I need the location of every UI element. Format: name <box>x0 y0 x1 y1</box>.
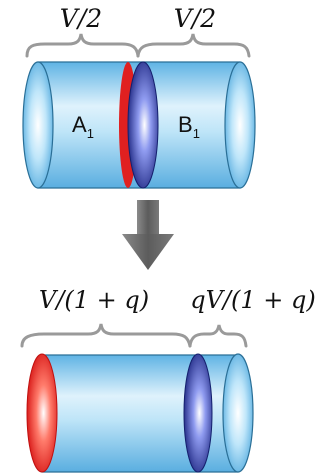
bottom-blue-piston <box>183 353 213 473</box>
bottom-left-volume-label: V/(1 + q) <box>39 286 149 314</box>
top-left-brace <box>25 33 140 58</box>
top-right-volume-label: V/2 <box>174 4 216 33</box>
top-cylinder: V/2 V/2 A1 B1 <box>22 4 256 189</box>
bottom-left-brace <box>20 323 192 348</box>
top-left-volume-label: V/2 <box>60 4 102 33</box>
bottom-red-piston <box>26 353 58 473</box>
down-arrow-icon <box>122 200 174 270</box>
top-right-brace <box>136 33 251 58</box>
bottom-cylinder: V/(1 + q) qV/(1 + q) <box>20 286 316 473</box>
top-blue-piston <box>127 61 159 189</box>
top-left-end-cap <box>22 61 54 189</box>
bottom-right-end-cap <box>222 353 254 473</box>
bottom-right-brace <box>188 324 248 348</box>
chamber-a-label: A1 <box>72 112 94 141</box>
chamber-b-label: B1 <box>178 112 200 141</box>
bottom-right-volume-label: qV/(1 + q) <box>190 286 316 314</box>
top-right-end-cap <box>224 61 256 189</box>
